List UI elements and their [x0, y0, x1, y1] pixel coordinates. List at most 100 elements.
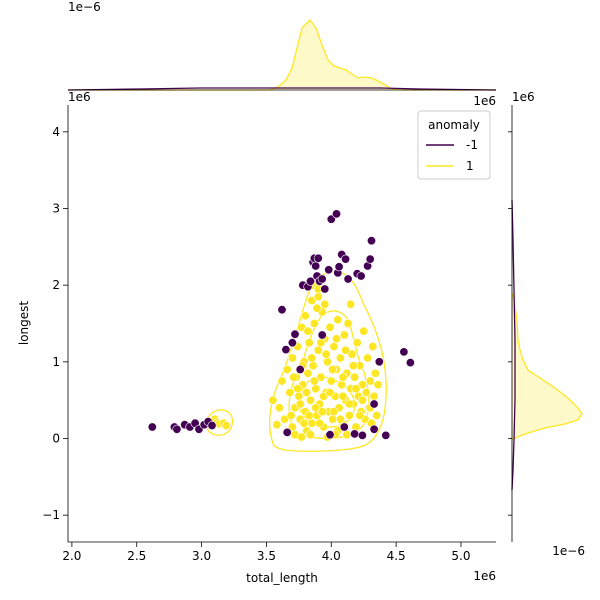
x-tick-label: 4.5 [387, 549, 406, 563]
scatter-point-normal [313, 292, 323, 302]
scatter-point-normal [359, 326, 369, 336]
scatter-point-normal [343, 318, 353, 328]
scatter-point-normal [305, 430, 315, 440]
scatter-point-anomaly [331, 209, 341, 219]
x-tick-label: 5.0 [451, 549, 470, 563]
legend-label-anomaly: -1 [466, 138, 478, 152]
scatter-point-anomaly [324, 265, 334, 275]
scatter-point-normal [295, 399, 305, 409]
scatter-point-normal [337, 380, 347, 390]
y-tick-label: 2 [52, 278, 60, 292]
right-marginal-top-offset-label: 1e6 [512, 90, 535, 104]
scatter-point-normal [311, 403, 321, 413]
scatter-points [147, 209, 415, 442]
scatter-point-anomaly [320, 284, 330, 294]
scatter-point-normal [304, 410, 314, 420]
right-marginal-bottom-offset-label: 1e−6 [552, 544, 585, 558]
top-marginal [67, 19, 497, 91]
scatter-point-anomaly [339, 422, 349, 432]
scatter-point-normal [328, 364, 338, 374]
scatter-point-normal [309, 318, 319, 328]
y-tick-label: 0 [52, 432, 60, 446]
scatter-point-normal [350, 372, 360, 382]
scatter-point-normal [338, 372, 348, 382]
scatter-point-normal [268, 395, 278, 405]
scatter-point-anomaly [287, 338, 297, 348]
scatter-point-normal [352, 338, 362, 348]
scatter-point-normal [303, 368, 313, 378]
scatter-point-normal [274, 403, 284, 413]
scatter-point-normal [344, 399, 354, 409]
x-axis-label: total_length [246, 571, 318, 585]
scatter-point-normal [361, 387, 371, 397]
legend-label-normal: 1 [466, 159, 474, 173]
scatter-point-normal [338, 391, 348, 401]
scatter-point-normal [329, 407, 339, 417]
scatter-point-anomaly [399, 347, 409, 357]
scatter-point-normal [331, 334, 341, 344]
scatter-point-normal [287, 353, 297, 363]
scatter-point-normal [289, 372, 299, 382]
scatter-point-normal [312, 303, 322, 313]
scatter-point-normal [373, 380, 383, 390]
scatter-point-normal [296, 432, 306, 442]
x-axis-ticks: 2.0 2.5 3.0 3.5 4.0 4.5 5.0 [62, 542, 471, 563]
scatter-point-normal [277, 376, 287, 386]
scatter-point-normal [309, 376, 319, 386]
x-tick-label: 2.0 [62, 549, 81, 563]
x-tick-label: 2.5 [127, 549, 146, 563]
scatter-point-normal [294, 391, 304, 401]
scatter-point-anomaly [365, 254, 375, 264]
x-tick-label: 4.0 [322, 549, 341, 563]
scatter-point-normal [282, 364, 292, 374]
scatter-point-normal [315, 418, 325, 428]
scatter-point-anomaly [282, 427, 292, 437]
right-marginal-anomaly-kde-line [511, 199, 516, 491]
scatter-point-normal [304, 338, 314, 348]
scatter-point-normal [308, 361, 318, 371]
scatter-point-normal [299, 418, 309, 428]
scatter-point-normal [311, 384, 321, 394]
scatter-point-anomaly [317, 330, 327, 340]
scatter-point-normal [370, 368, 380, 378]
scatter-point-anomaly [317, 274, 327, 284]
scatter-point-anomaly [341, 254, 351, 264]
scatter-point-normal [313, 345, 323, 355]
scatter-point-normal [321, 349, 331, 359]
scatter-point-anomaly [343, 274, 353, 284]
top-marginal-offset-label: 1e−6 [68, 0, 101, 14]
scatter-point-normal [369, 391, 379, 401]
scatter-point-normal [357, 395, 367, 405]
y-tick-label: 4 [52, 125, 60, 139]
scatter-point-normal [335, 414, 345, 424]
scatter-point-normal [346, 299, 356, 309]
scatter-point-normal [339, 330, 349, 340]
scatter-point-anomaly [305, 276, 315, 286]
scatter-point-normal [302, 387, 312, 397]
right-marginal [511, 105, 583, 542]
scatter-point-normal [329, 341, 339, 351]
scatter-point-anomaly [277, 305, 287, 315]
scatter-point-anomaly [290, 329, 300, 339]
scatter-point-normal [325, 387, 335, 397]
scatter-point-normal [286, 410, 296, 420]
scatter-point-anomaly [207, 420, 217, 430]
scatter-point-normal [285, 387, 295, 397]
top-marginal-kde-fill [68, 20, 400, 90]
scatter-point-normal [363, 353, 373, 363]
scatter-point-normal [351, 384, 361, 394]
scatter-point-anomaly [311, 261, 321, 271]
scatter-point-normal [365, 376, 375, 386]
scatter-point-anomaly [356, 271, 366, 281]
scatter-point-normal [357, 380, 367, 390]
scatter-point-anomaly [334, 262, 344, 272]
scatter-point-normal [335, 353, 345, 363]
y-tick-label: −1 [42, 508, 60, 522]
y-axis-label: longest [17, 301, 31, 346]
scatter-point-anomaly [172, 424, 182, 434]
scatter-point-normal [344, 410, 354, 420]
scatter-point-anomaly [366, 236, 376, 246]
scatter-point-anomaly [369, 424, 379, 434]
scatter-point-anomaly [295, 364, 305, 374]
